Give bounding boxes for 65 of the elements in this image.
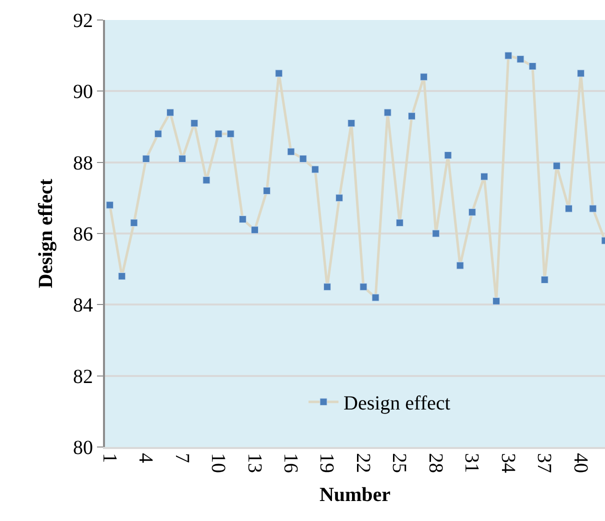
point [311,166,319,174]
point [142,155,150,163]
point [154,130,162,138]
y-tick-label: 80 [73,437,93,459]
point [565,204,573,212]
y-axis-title: Design effect [35,178,57,288]
point [577,70,585,78]
point [420,73,428,81]
point [396,219,404,227]
point [468,208,476,216]
point [492,297,500,305]
y-tick-label: 86 [73,224,93,246]
point [226,130,234,138]
point [190,119,198,127]
point [202,176,210,184]
point [456,262,464,270]
point [528,62,536,70]
x-tick-label: 37 [533,453,556,473]
point [589,204,597,212]
y-tick-label: 88 [73,152,93,174]
x-tick-label: 7 [170,453,193,463]
point [504,52,512,60]
point [275,70,283,78]
x-tick-label: 16 [279,453,302,473]
point [444,151,452,159]
x-tick-label: 13 [243,453,266,473]
legend-label: Design effect [344,392,451,415]
x-tick-label: 1 [98,453,120,463]
point [336,194,344,202]
x-tick-label: 40 [569,453,592,473]
point [552,162,560,170]
y-tick-label: 84 [73,294,93,317]
point [480,172,488,180]
point [372,294,380,302]
point [299,155,307,163]
point [408,112,416,120]
x-tick-label: 19 [316,453,338,473]
point [432,230,440,238]
x-tick-label: 31 [460,453,483,473]
x-axis-title: Number [319,484,391,506]
point [118,272,126,280]
x-tick-label: 28 [424,453,446,473]
x-tick-label: 25 [388,453,410,473]
point [166,108,174,116]
point [251,226,259,234]
x-tick-label: 4 [134,453,157,463]
point [384,108,392,116]
point [540,276,548,284]
point [106,201,114,209]
y-tick-label: 92 [73,10,93,32]
point [323,283,331,291]
point [214,130,222,138]
x-tick-label: 22 [352,453,374,473]
point [130,219,138,227]
x-tick-label: 10 [207,453,230,473]
point [360,283,368,291]
y-tick-label: 90 [73,81,93,104]
point [263,187,271,195]
point [287,148,295,156]
point [516,55,524,63]
y-tick-label: 82 [73,366,93,388]
point [348,119,356,127]
point [178,155,186,163]
x-tick-label: 34 [496,453,519,473]
point [238,216,246,224]
